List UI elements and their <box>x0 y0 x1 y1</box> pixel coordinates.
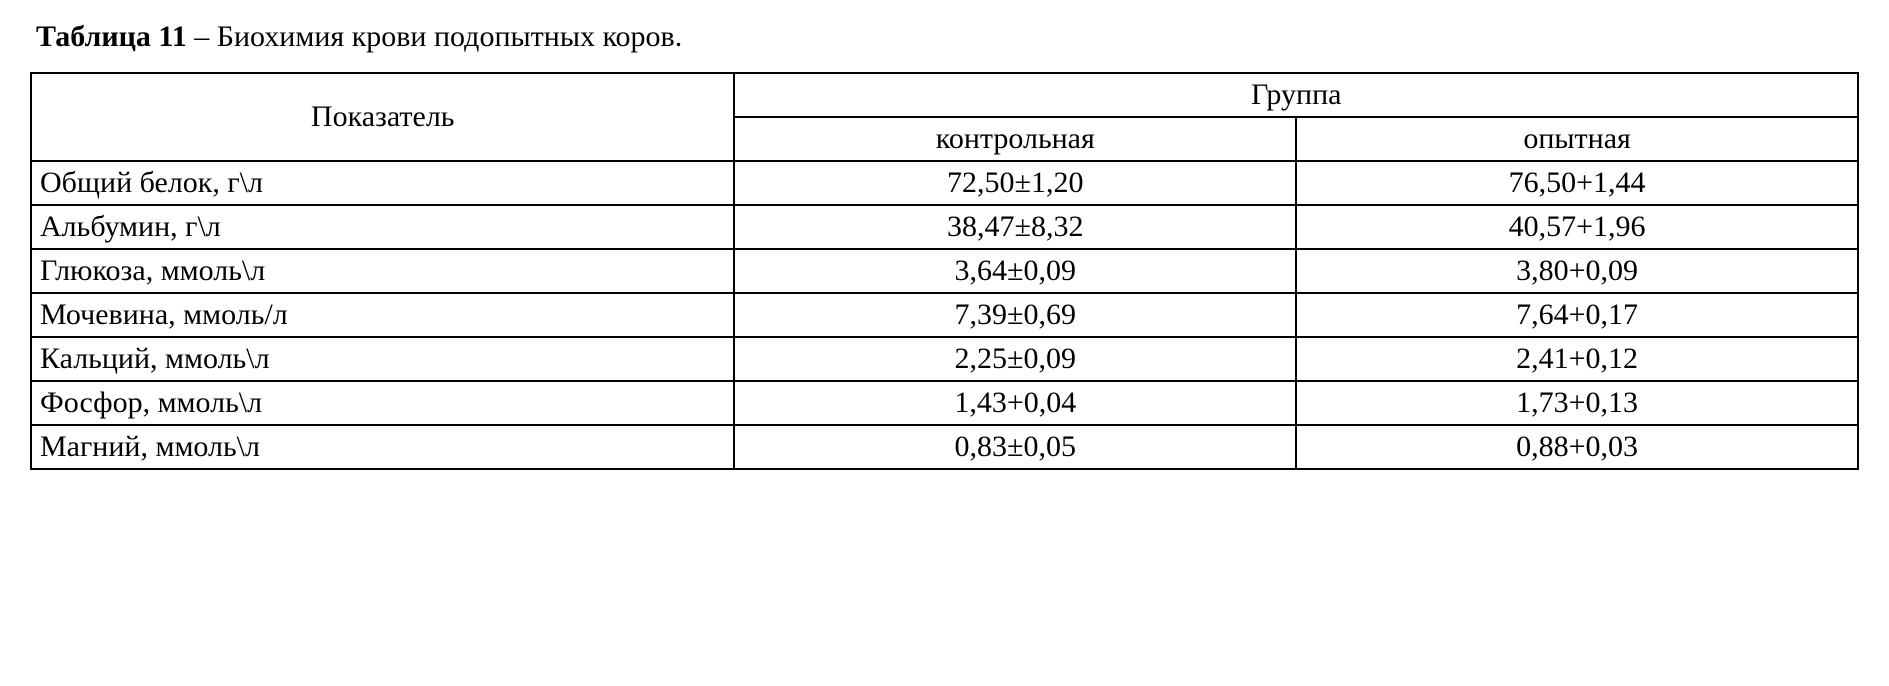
table-row: Кальций, ммоль\л 2,25±0,09 2,41+0,12 <box>31 337 1858 381</box>
table-header-row-1: Показатель Группа <box>31 73 1858 117</box>
cell-experimental: 76,50+1,44 <box>1296 161 1858 205</box>
table-caption-label: Таблица 11 <box>36 20 187 53</box>
table-row: Общий белок, г\л 72,50±1,20 76,50+1,44 <box>31 161 1858 205</box>
cell-control: 38,47±8,32 <box>734 205 1296 249</box>
cell-control: 3,64±0,09 <box>734 249 1296 293</box>
cell-control: 1,43+0,04 <box>734 381 1296 425</box>
cell-experimental: 0,88+0,03 <box>1296 425 1858 469</box>
table-row: Фосфор, ммоль\л 1,43+0,04 1,73+0,13 <box>31 381 1858 425</box>
cell-experimental: 7,64+0,17 <box>1296 293 1858 337</box>
table-row: Глюкоза, ммоль\л 3,64±0,09 3,80+0,09 <box>31 249 1858 293</box>
table-body: Общий белок, г\л 72,50±1,20 76,50+1,44 А… <box>31 161 1858 469</box>
cell-indicator: Магний, ммоль\л <box>31 425 734 469</box>
table-caption-text: – Биохимия крови подопытных коров. <box>187 20 682 53</box>
cell-indicator: Глюкоза, ммоль\л <box>31 249 734 293</box>
header-group: Группа <box>734 73 1858 117</box>
cell-indicator: Альбумин, г\л <box>31 205 734 249</box>
cell-indicator: Мочевина, ммоль/л <box>31 293 734 337</box>
table-row: Мочевина, ммоль/л 7,39±0,69 7,64+0,17 <box>31 293 1858 337</box>
cell-control: 72,50±1,20 <box>734 161 1296 205</box>
cell-control: 2,25±0,09 <box>734 337 1296 381</box>
biochemistry-table: Показатель Группа контрольная опытная Об… <box>30 72 1859 470</box>
cell-control: 7,39±0,69 <box>734 293 1296 337</box>
cell-indicator: Общий белок, г\л <box>31 161 734 205</box>
header-indicator: Показатель <box>31 73 734 161</box>
cell-experimental: 40,57+1,96 <box>1296 205 1858 249</box>
header-experimental: опытная <box>1296 117 1858 161</box>
table-row: Альбумин, г\л 38,47±8,32 40,57+1,96 <box>31 205 1858 249</box>
cell-indicator: Кальций, ммоль\л <box>31 337 734 381</box>
cell-experimental: 1,73+0,13 <box>1296 381 1858 425</box>
header-control: контрольная <box>734 117 1296 161</box>
cell-control: 0,83±0,05 <box>734 425 1296 469</box>
table-caption: Таблица 11 – Биохимия крови подопытных к… <box>36 20 1859 54</box>
cell-experimental: 2,41+0,12 <box>1296 337 1858 381</box>
cell-experimental: 3,80+0,09 <box>1296 249 1858 293</box>
table-row: Магний, ммоль\л 0,83±0,05 0,88+0,03 <box>31 425 1858 469</box>
cell-indicator: Фосфор, ммоль\л <box>31 381 734 425</box>
